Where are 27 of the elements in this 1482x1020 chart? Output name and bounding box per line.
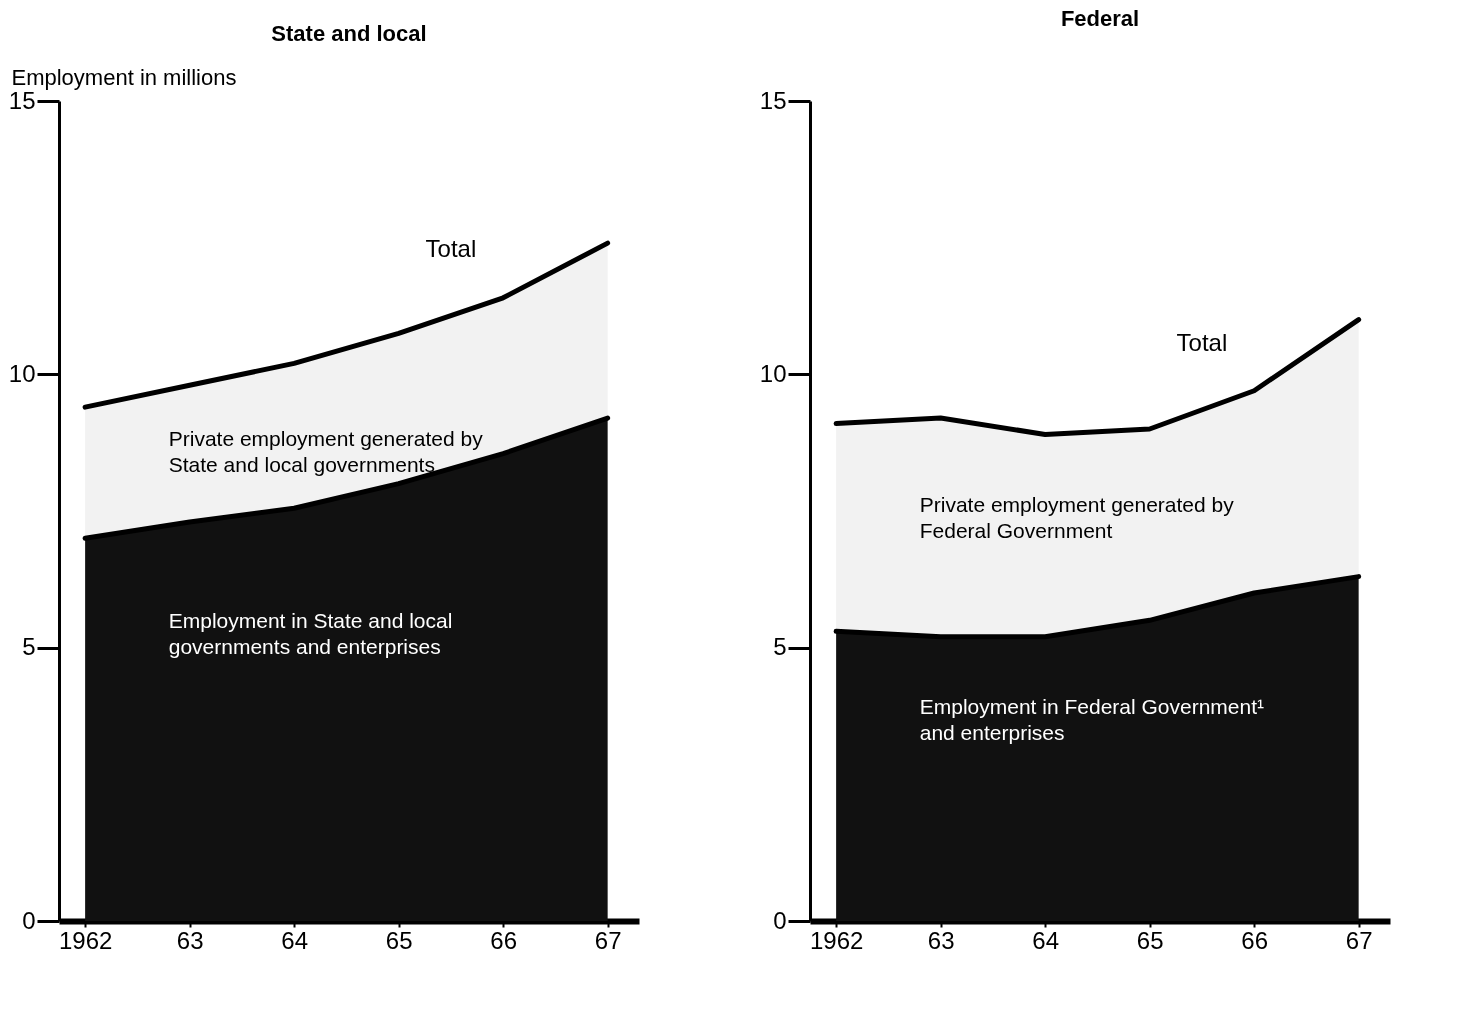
x-tick-label: 64 [1032, 926, 1059, 954]
y-tick-label: 0 [773, 906, 787, 934]
y-tick-label: 0 [22, 906, 36, 934]
x-tick-label: 65 [385, 926, 413, 954]
y-tick-label: 15 [759, 86, 787, 114]
y-tick-label: 5 [22, 633, 36, 661]
y-tick-label: 5 [773, 633, 787, 661]
series-label: Private employment generated by State and local governments [168, 426, 484, 476]
chart-title: Federal [1060, 6, 1140, 31]
x-tick-label: 66 [1241, 926, 1268, 954]
series-label: Private employment generated by Federal Government [919, 492, 1235, 542]
y-tick-label: 10 [8, 359, 36, 387]
annotation: Total [1176, 329, 1228, 357]
x-tick-label: 63 [176, 926, 204, 954]
series-label: Employment in State and local governments and enterprises [168, 608, 453, 658]
x-tick-label: 1962 [58, 926, 113, 954]
series-label: Employment in Federal Government¹ and enterprises [919, 694, 1265, 744]
x-tick-label: 1962 [809, 926, 864, 954]
x-tick-label: 66 [490, 926, 517, 954]
x-tick-label: 64 [281, 926, 308, 954]
x-tick-label: 63 [927, 926, 955, 954]
x-tick-label: 67 [594, 926, 622, 954]
x-tick-label: 65 [1136, 926, 1164, 954]
annotation: Total [425, 234, 477, 262]
chart-title: State and local [271, 21, 427, 46]
x-tick-label: 67 [1345, 926, 1373, 954]
y-tick-label: 10 [759, 359, 787, 387]
